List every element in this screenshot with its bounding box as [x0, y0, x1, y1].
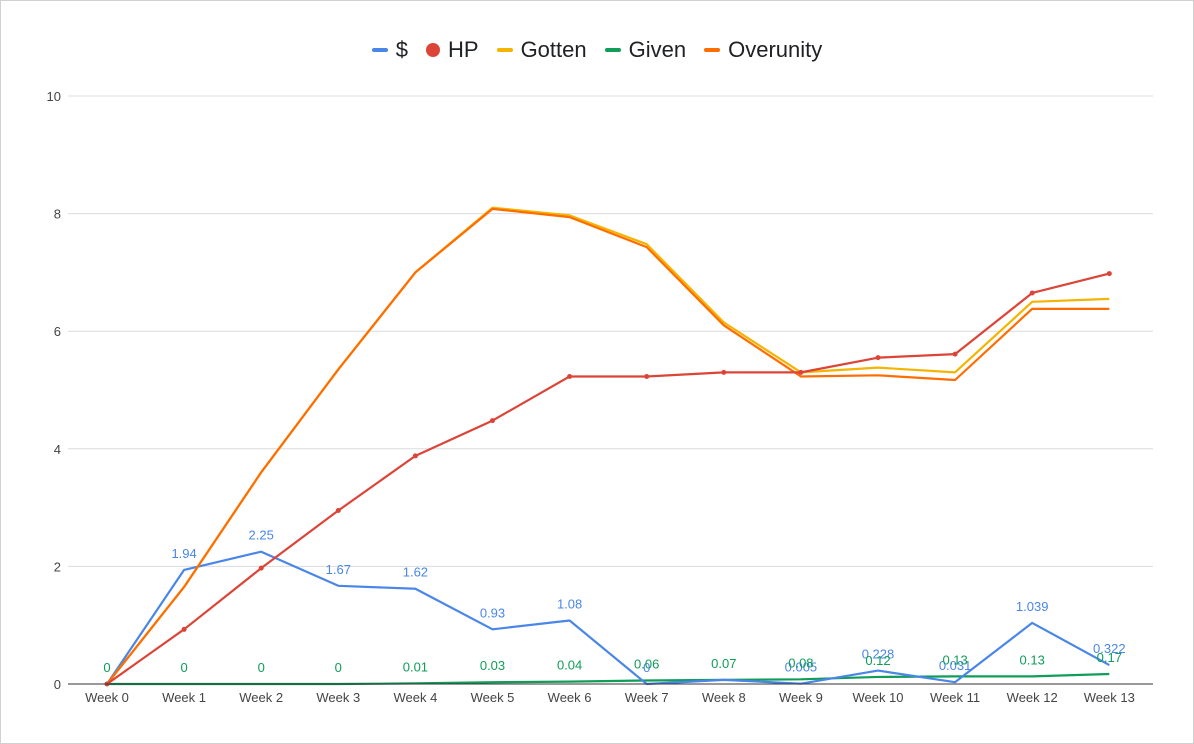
x-tick-label: Week 10: [852, 690, 903, 705]
data-label-given: 0.17: [1097, 650, 1122, 665]
y-tick-label: 4: [54, 442, 61, 457]
data-label-given: 0.03: [480, 658, 505, 673]
legend-label-hp: HP: [448, 37, 479, 62]
series-point-hp: [412, 453, 418, 459]
data-label-dollar: 1.08: [557, 596, 582, 611]
series-point-hp: [1106, 271, 1112, 277]
data-label-dollar: 0.228: [862, 647, 895, 662]
data-label-given: 0.13: [942, 652, 967, 667]
data-label-dollar: 0.93: [480, 605, 505, 620]
data-label-given: 0.04: [557, 658, 582, 673]
legend-label-gotten: Gotten: [520, 37, 587, 62]
series-point-hp: [335, 508, 341, 514]
data-label-dollar: 2.25: [249, 528, 274, 543]
legend-item-overunity[interactable]: Overunity: [704, 37, 822, 63]
legend-swatch-hp: [426, 43, 440, 57]
data-label-dollar: 1.039: [1016, 599, 1049, 614]
data-label-given: 0: [180, 660, 187, 675]
legend-item-dollar[interactable]: $: [371, 37, 408, 63]
series-point-hp: [952, 351, 958, 357]
series-point-hp: [644, 373, 650, 379]
data-label-dollar: 0.005: [785, 660, 818, 675]
series-line-hp: [106, 272, 1110, 685]
x-tick-label: Week 2: [239, 690, 283, 705]
legend-swatch-gotten: [496, 48, 513, 52]
data-label-dollar: 1.94: [171, 546, 196, 561]
data-label-dollar: 1.62: [403, 565, 428, 580]
chart-legend: $ HP Gotten Given Overunity: [0, 37, 1194, 63]
y-tick-label: 6: [54, 324, 61, 339]
y-tick-label: 10: [47, 89, 61, 104]
legend-swatch-dollar: [371, 48, 388, 52]
legend-item-given[interactable]: Given: [604, 37, 687, 63]
series-point-hp: [181, 626, 187, 632]
x-tick-label: Week 6: [548, 690, 592, 705]
x-tick-label: Week 9: [779, 690, 823, 705]
legend-label-dollar: $: [395, 37, 408, 62]
series-point-hp: [567, 373, 573, 379]
data-label-given: 0: [258, 660, 265, 675]
series-point-hp: [258, 565, 264, 571]
legend-swatch-overunity: [704, 48, 721, 52]
data-label-given: 0.01: [403, 659, 428, 674]
y-tick-label: 2: [54, 559, 61, 574]
x-tick-label: Week 8: [702, 690, 746, 705]
legend-item-gotten[interactable]: Gotten: [496, 37, 587, 63]
x-tick-label: Week 5: [471, 690, 515, 705]
data-label-given: 0.08: [788, 655, 813, 670]
y-tick-label: 0: [54, 677, 61, 692]
series-line-overunity: [106, 207, 1110, 685]
x-tick-label: Week 11: [930, 690, 980, 705]
x-tick-label: Week 0: [85, 690, 129, 705]
data-label-given: 0.07: [711, 656, 736, 671]
data-label-dollar: 0.031: [939, 658, 972, 673]
y-tick-label: 8: [54, 207, 61, 222]
x-tick-label: Week 7: [625, 690, 669, 705]
x-tick-label: Week 1: [162, 690, 206, 705]
data-label-dollar: 0: [643, 660, 650, 675]
data-label-dollar: 0.322: [1093, 641, 1126, 656]
legend-item-hp[interactable]: HP: [426, 37, 479, 63]
x-tick-label: Week 4: [393, 690, 437, 705]
data-label-given: 0.06: [634, 656, 659, 671]
series-point-hp: [798, 369, 804, 375]
series-line-gotten: [106, 206, 1110, 685]
x-tick-label: Week 13: [1084, 690, 1135, 705]
series-point-hp: [1029, 290, 1035, 296]
data-label-dollar: 1.67: [326, 562, 351, 577]
series-point-hp: [721, 369, 727, 375]
x-tick-label: Week 12: [1007, 690, 1058, 705]
data-label-given: 0.13: [1020, 652, 1045, 667]
data-label-given: 0: [103, 660, 110, 675]
legend-label-given: Given: [628, 37, 687, 62]
data-label-given: 0: [335, 660, 342, 675]
series-point-hp: [875, 355, 881, 361]
legend-label-overunity: Overunity: [728, 37, 823, 62]
data-label-given: 0.12: [865, 653, 890, 668]
x-tick-label: Week 3: [316, 690, 360, 705]
legend-swatch-given: [604, 48, 621, 52]
series-point-hp: [490, 418, 495, 424]
